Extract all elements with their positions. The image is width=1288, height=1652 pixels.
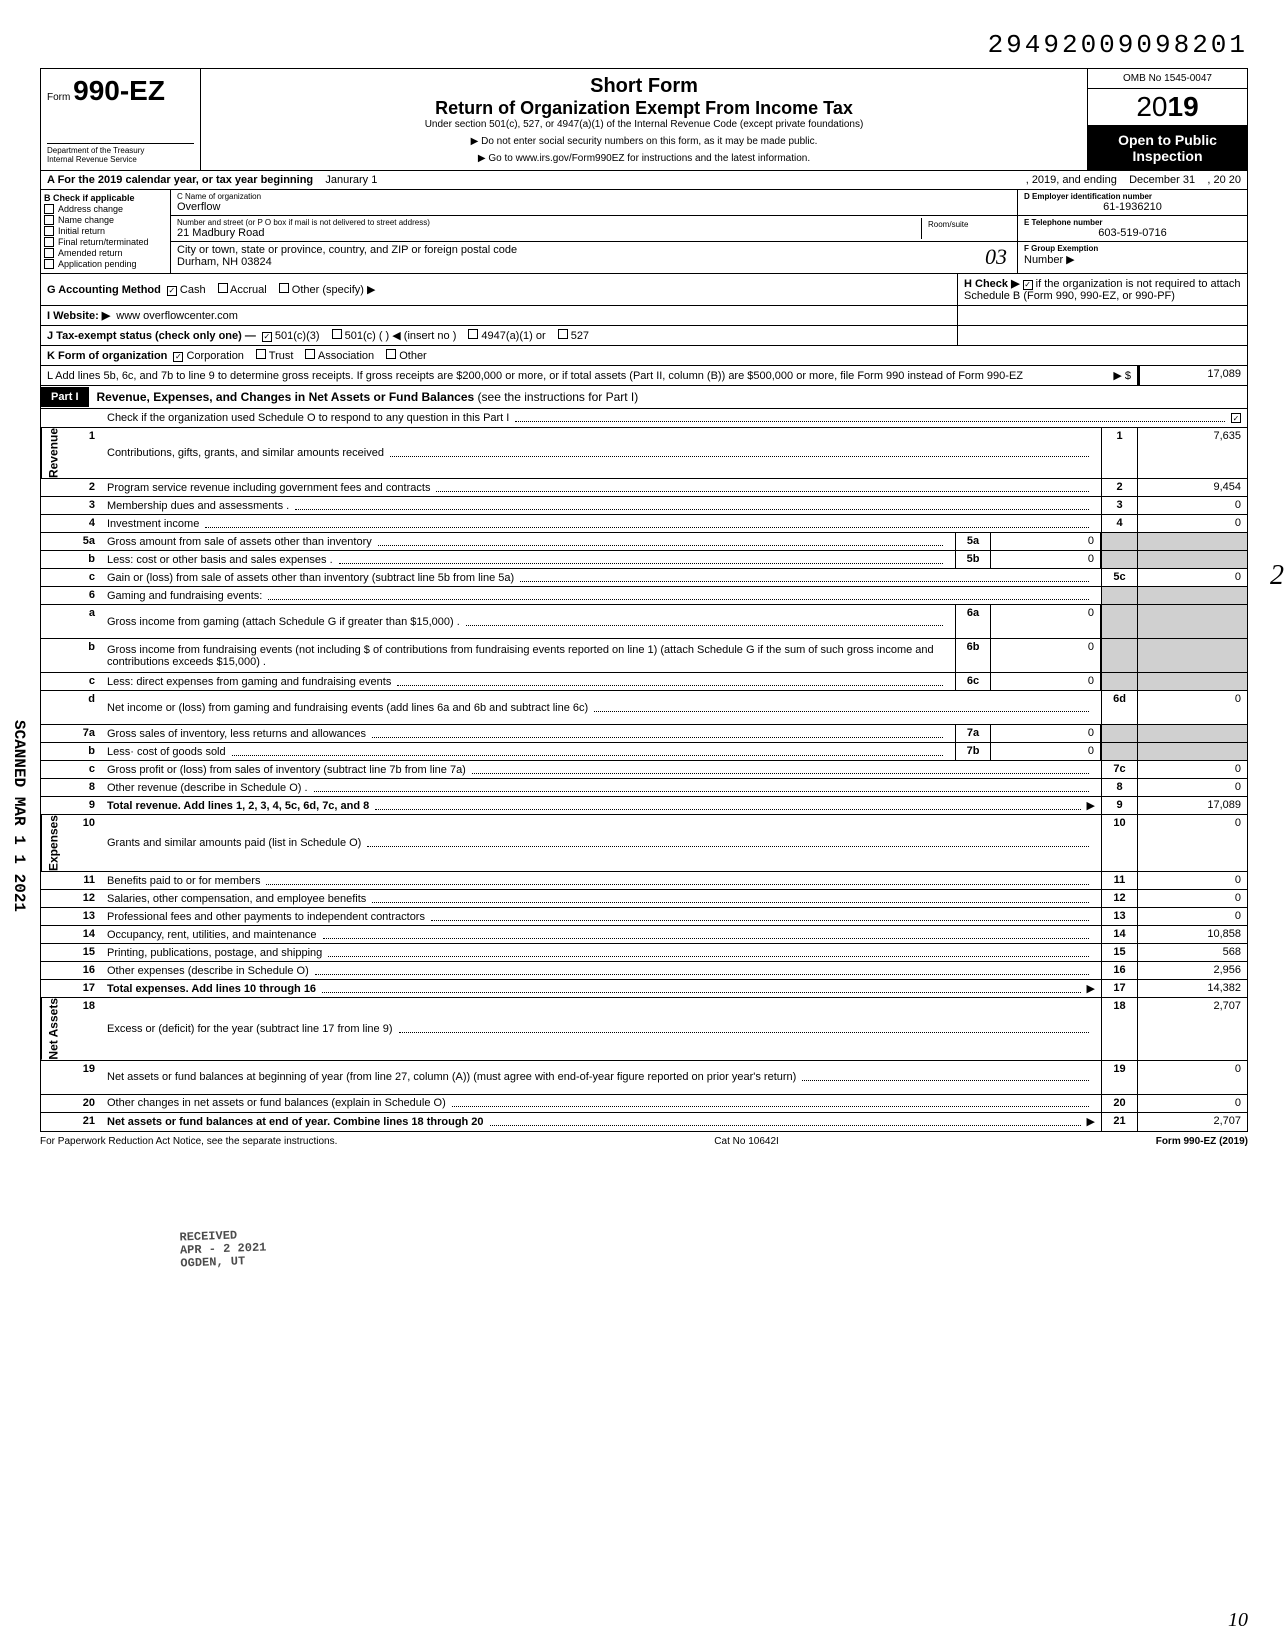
- option-4947-a-1-or[interactable]: 4947(a)(1) or: [468, 330, 545, 342]
- tax-year: 2019: [1088, 89, 1247, 126]
- omb-number: OMB No 1545-0047: [1088, 69, 1247, 89]
- title-short-form: Short Form: [207, 75, 1081, 98]
- line-3: 3Membership dues and assessments .30: [41, 497, 1247, 515]
- line-18: Net Assets18Excess or (deficit) for the …: [41, 998, 1247, 1061]
- form-header: Form 990-EZ Department of the Treasury I…: [40, 68, 1248, 171]
- checkbox-name-change[interactable]: Name change: [44, 215, 167, 225]
- option-501-c-3-[interactable]: ✓ 501(c)(3): [262, 330, 320, 342]
- option-association[interactable]: Association: [305, 350, 374, 362]
- line-4: 4Investment income40: [41, 515, 1247, 533]
- row-G-accounting: G Accounting Method ✓ Cash Accrual Other…: [41, 274, 957, 305]
- line-6b: bGross income from fundraising events (n…: [41, 639, 1247, 673]
- handwritten-03: 03: [985, 244, 1007, 270]
- checkbox-amended-return[interactable]: Amended return: [44, 248, 167, 258]
- org-name: Overflow: [177, 201, 1011, 213]
- ein: 61-1936210: [1024, 201, 1241, 213]
- gross-receipts-value: 17,089: [1137, 366, 1247, 385]
- option-other-specify-[interactable]: Other (specify) ▶: [279, 284, 376, 296]
- note-url: ▶ Go to www.irs.gov/Form990EZ for instru…: [207, 153, 1081, 164]
- line-12: 12Salaries, other compensation, and empl…: [41, 890, 1247, 908]
- line-21: 21Net assets or fund balances at end of …: [41, 1113, 1247, 1131]
- part1-table: Revenue1Contributions, gifts, grants, an…: [40, 428, 1248, 1132]
- option-other[interactable]: Other: [386, 350, 427, 362]
- id-section: B Check if applicable Address changeName…: [40, 190, 1248, 274]
- line-1: Revenue1Contributions, gifts, grants, an…: [41, 428, 1247, 479]
- org-city: Durham, NH 03824: [177, 256, 1011, 268]
- option-corporation[interactable]: ✓ Corporation: [173, 350, 244, 362]
- checkbox-application-pending[interactable]: Application pending: [44, 259, 167, 269]
- col-C-org: C Name of organization Overflow Number a…: [171, 190, 1017, 273]
- handwritten-page-number: 10: [1228, 1609, 1248, 1632]
- col-B-checkboxes: B Check if applicable Address changeName…: [41, 190, 171, 273]
- line-9: 9Total revenue. Add lines 1, 2, 3, 4, 5c…: [41, 797, 1247, 815]
- row-A-tax-year: A For the 2019 calendar year, or tax yea…: [40, 171, 1248, 190]
- dept: Department of the Treasury Internal Reve…: [47, 143, 194, 164]
- org-street: 21 Madbury Road: [177, 227, 921, 239]
- checkbox-schedule-o[interactable]: ✓: [1231, 413, 1241, 423]
- title-return: Return of Organization Exempt From Incom…: [207, 98, 1081, 119]
- line-10: Expenses10Grants and similar amounts pai…: [41, 815, 1247, 872]
- line-14: 14Occupancy, rent, utilities, and mainte…: [41, 926, 1247, 944]
- handwritten-2: 2: [1270, 560, 1284, 592]
- option-accrual[interactable]: Accrual: [218, 284, 267, 296]
- open-to-public: Open to PublicInspection: [1088, 126, 1247, 170]
- line-5b: bLess: cost or other basis and sales exp…: [41, 551, 1247, 569]
- option-527[interactable]: 527: [558, 330, 589, 342]
- line-15: 15Printing, publications, postage, and s…: [41, 944, 1247, 962]
- row-L-gross-receipts: L Add lines 5b, 6c, and 7b to line 9 to …: [41, 366, 1137, 385]
- footer: For Paperwork Reduction Act Notice, see …: [40, 1132, 1248, 1151]
- checkbox-address-change[interactable]: Address change: [44, 204, 167, 214]
- line-11: 11Benefits paid to or for members110: [41, 872, 1247, 890]
- subtitle: Under section 501(c), 527, or 4947(a)(1)…: [207, 119, 1081, 130]
- option-501-c-insert-no-[interactable]: 501(c) ( ) ◀ (insert no ): [332, 330, 457, 342]
- rows-GIJKL: G Accounting Method ✓ Cash Accrual Other…: [40, 274, 1248, 386]
- line-5a: 5aGross amount from sale of assets other…: [41, 533, 1247, 551]
- row-K-form-of-org: K Form of organization ✓ Corporation Tru…: [41, 346, 1247, 365]
- line-5c: cGain or (loss) from sale of assets othe…: [41, 569, 1247, 587]
- line-17: 17Total expenses. Add lines 10 through 1…: [41, 980, 1247, 998]
- line-13: 13Professional fees and other payments t…: [41, 908, 1247, 926]
- line-6: 6Gaming and fundraising events:: [41, 587, 1247, 605]
- checkbox-H[interactable]: ✓: [1023, 280, 1033, 290]
- telephone: 603-519-0716: [1024, 227, 1241, 239]
- part1-header: Part I Revenue, Expenses, and Changes in…: [40, 386, 1248, 409]
- line-6a: aGross income from gaming (attach Schedu…: [41, 605, 1247, 639]
- document-id: 29492009098201: [40, 30, 1248, 60]
- line-20: 20Other changes in net assets or fund ba…: [41, 1095, 1247, 1113]
- line-16: 16Other expenses (describe in Schedule O…: [41, 962, 1247, 980]
- line-2: 2Program service revenue including gover…: [41, 479, 1247, 497]
- scanned-stamp: SCANNED MAR 1 1 2021: [10, 720, 28, 912]
- received-stamp: RECEIVEDAPR - 2 2021OGDEN, UT: [179, 1229, 267, 1272]
- note-ssn: ▶ Do not enter social security numbers o…: [207, 136, 1081, 147]
- line-19: 19Net assets or fund balances at beginni…: [41, 1061, 1247, 1095]
- line-8: 8Other revenue (describe in Schedule O) …: [41, 779, 1247, 797]
- col-DEF: D Employer identification number 61-1936…: [1017, 190, 1247, 273]
- row-J-tax-exempt: J Tax-exempt status (check only one) — ✓…: [41, 326, 957, 345]
- line-7b: bLess· cost of goods sold7b0: [41, 743, 1247, 761]
- checkbox-final-return-terminated[interactable]: Final return/terminated: [44, 237, 167, 247]
- row-H-check: H Check ▶ ✓ if the organization is not r…: [957, 274, 1247, 305]
- line-6c: cLess: direct expenses from gaming and f…: [41, 673, 1247, 691]
- line-6d: dNet income or (loss) from gaming and fu…: [41, 691, 1247, 725]
- checkbox-initial-return[interactable]: Initial return: [44, 226, 167, 236]
- form-number: Form 990-EZ: [47, 75, 194, 107]
- option-cash[interactable]: ✓ Cash: [167, 284, 206, 296]
- line-7c: cGross profit or (loss) from sales of in…: [41, 761, 1247, 779]
- part1-check-line: Check if the organization used Schedule …: [41, 409, 1247, 427]
- row-I-website: I Website: ▶ www overflowcenter.com: [41, 306, 957, 325]
- option-trust[interactable]: Trust: [256, 350, 294, 362]
- line-7a: 7aGross sales of inventory, less returns…: [41, 725, 1247, 743]
